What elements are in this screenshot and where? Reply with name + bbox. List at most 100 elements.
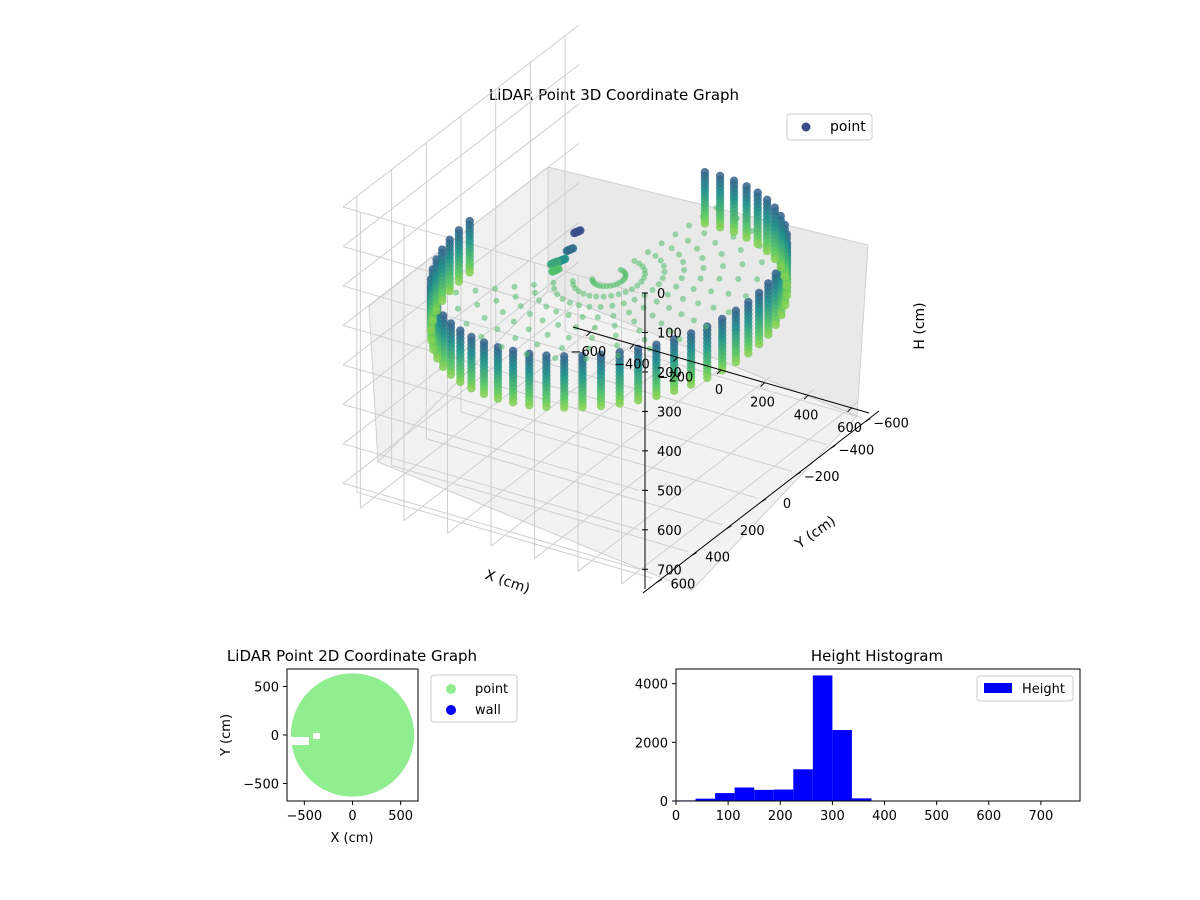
plot3d-z-tick-label: 100 <box>657 326 682 341</box>
plot3d-point <box>708 288 715 295</box>
plot3d-point <box>681 267 688 273</box>
plot3d-point <box>525 400 534 410</box>
hist-x-tick-label: 400 <box>872 809 897 824</box>
plot3d-point <box>508 398 518 407</box>
grid-h-left <box>342 300 580 484</box>
plot3d-point <box>754 276 761 283</box>
plot3d-point <box>614 342 620 349</box>
plot3d-point <box>710 304 717 311</box>
plot3d-legend: point <box>786 113 873 141</box>
plot3d-x-tick-label: −200 <box>658 370 694 385</box>
plot3d-point <box>612 332 619 339</box>
plot3d-x-tick <box>803 394 809 400</box>
plot3d-y-tick-label: 600 <box>670 577 695 592</box>
plot3d-point <box>479 389 489 399</box>
plot3d-x-tick <box>760 382 765 388</box>
plot3d-point <box>591 324 598 331</box>
hist-x-tick-label: 0 <box>672 809 680 824</box>
plot3d-point <box>589 334 595 341</box>
plot3d-z-tick-label: 500 <box>657 484 682 499</box>
plot3d-legend-label: point <box>830 119 866 135</box>
plot3d-point <box>652 391 661 401</box>
plot3d-point <box>617 266 624 273</box>
grid-h-back <box>342 482 640 570</box>
plot3d-legend-marker <box>801 122 811 132</box>
hist-bar <box>754 789 774 801</box>
plot3d-point <box>512 293 519 300</box>
plot3d-point <box>777 310 786 320</box>
plot3d-point <box>428 316 437 325</box>
plot3d-point <box>782 291 792 300</box>
plot3d-y-tick-label: 400 <box>705 551 730 566</box>
plot3d-point <box>641 292 648 299</box>
plot3d-point <box>542 402 551 412</box>
plot3d-point <box>725 309 732 316</box>
plot2d-legend-wall-label: wall <box>475 703 501 718</box>
grid-h-back <box>342 285 640 373</box>
plot2d-xlabel: X (cm) <box>331 831 374 846</box>
hist-bar <box>715 793 735 801</box>
plot3d-point <box>530 281 537 288</box>
plot3d-zlabel: H (cm) <box>912 302 928 349</box>
plot3d-x-tick <box>847 407 852 413</box>
plot3d-point <box>527 311 533 317</box>
plot3d-x-tick <box>716 369 722 375</box>
plot3d-y-tick-label: −200 <box>804 470 840 485</box>
plot3d-z-tick-label: 0 <box>657 287 665 302</box>
plot3d-point <box>553 308 560 315</box>
plot3d-point <box>472 287 479 294</box>
grid-h-back <box>342 324 640 412</box>
hist-x-tick-label: 700 <box>1028 809 1053 824</box>
plot3d-point <box>554 291 561 298</box>
plot3d-point <box>626 309 632 316</box>
plot3d-point <box>620 300 627 307</box>
plot3d-point <box>780 272 789 281</box>
plot2d-axes: −500 0 500 500 0 −500 <box>243 680 413 824</box>
plot3d-point <box>426 326 436 335</box>
plot3d-y-tick <box>760 498 767 503</box>
plot3d-point <box>544 331 551 338</box>
plot3d-point <box>543 303 550 310</box>
plot3d-point <box>615 291 622 298</box>
plot2d-legend-point-label: point <box>475 682 508 697</box>
plot3d-point <box>454 277 464 286</box>
plot3d-point <box>498 344 505 350</box>
plot3d-point <box>478 333 485 340</box>
plot3d-point <box>517 303 524 310</box>
plot3d-point <box>771 320 780 330</box>
hist-legend-swatch <box>984 683 1012 693</box>
plot2d-legend: point wall <box>430 674 518 723</box>
plot3d-point <box>610 312 617 319</box>
plot3d-point <box>631 296 638 303</box>
plot3d-point <box>597 303 604 310</box>
plot3d-point <box>579 314 586 320</box>
plot3d-point <box>658 240 665 247</box>
plot3d-point <box>481 314 488 321</box>
plot3d-point <box>678 275 685 282</box>
plot3d-point <box>593 293 600 300</box>
plot3d-point <box>712 239 719 246</box>
plot-3d: LiDAR Point 3D Coordinate Graph −600 −400… <box>342 24 928 597</box>
plot3d-point <box>531 289 538 296</box>
plot3d-y-tick <box>726 525 732 530</box>
plot3d-point <box>669 386 679 395</box>
plot3d-legend-box <box>786 113 873 141</box>
plot3d-point <box>551 285 558 292</box>
plot3d-point <box>686 380 696 389</box>
plot3d-point <box>525 326 532 333</box>
plot3d-point <box>781 300 790 310</box>
plot2d-x-tick-label: 0 <box>348 809 356 824</box>
plot3d-point <box>680 259 687 265</box>
hist-x-tick-label: 200 <box>768 809 793 824</box>
hist-x-tick-label: 100 <box>716 809 741 824</box>
plot3d-point <box>580 290 587 297</box>
hist-axes: 0 100 200 300 400 500 600 700 0 2000 4000 <box>635 678 1053 824</box>
plot3d-point <box>559 344 566 351</box>
plot3d-x-tick-label: −600 <box>571 345 607 360</box>
plot3d-point <box>668 245 675 252</box>
plot3d-point <box>737 247 744 253</box>
hist-bar <box>793 769 813 801</box>
plot3d-point <box>569 278 576 284</box>
plot3d-point <box>456 377 465 387</box>
plot3d-point <box>463 320 470 327</box>
